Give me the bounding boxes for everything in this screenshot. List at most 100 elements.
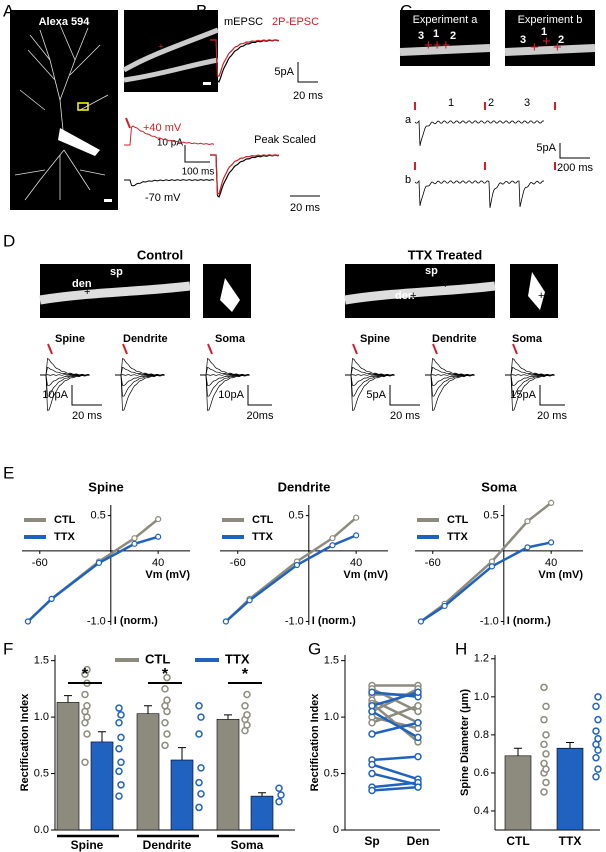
scale-label: 10 pA [157,138,183,149]
data-point [329,542,336,549]
trace [115,374,165,386]
scale-bars [71,385,565,406]
x-tick-label: -60 [230,557,246,569]
pair-line [371,755,419,762]
data-point [524,544,531,551]
iv-line [27,535,159,623]
error-bar [258,792,266,797]
data-point [329,535,336,542]
trace [425,357,475,376]
error-bar [178,747,186,760]
bar [504,755,532,831]
y-tick-label: 1.0 [34,711,49,723]
scale-label: 10pA [218,389,244,401]
trace-title: Spine [55,333,85,345]
error-bar [566,742,574,749]
data-point [115,718,123,727]
data-point [542,702,550,711]
error-bar [98,731,106,742]
trace-title: Dendrite [123,333,168,345]
uncage-spot: + [553,39,562,56]
data-point [243,690,251,699]
x-axis-label: Vm (mV) [343,569,388,581]
trace-title: Soma [215,333,246,345]
stim-arrows [414,162,556,170]
data-point [368,718,376,727]
data-point [195,778,203,787]
data-point [524,518,531,525]
stim-arrow [352,343,358,355]
image-label: den [395,290,415,302]
data-point [163,673,171,682]
y-tick-label: 1.5 [324,655,339,667]
data-point [115,792,123,800]
data-point [115,704,123,712]
trace [414,180,545,208]
data-point [195,730,203,738]
panel-letter: F [3,639,13,658]
trace [210,39,280,77]
data-point [117,781,125,789]
legend-label: TTX [252,531,273,543]
image-label: Alexa 594 [39,16,91,28]
data-point [592,753,600,762]
legend-label: 2P-EPSC [272,16,319,28]
data-point [161,741,169,750]
pair-line [371,763,419,781]
spine-image [400,10,490,66]
data-point [163,730,171,738]
trace-label: +40 mV [143,122,182,134]
legend-label: TTX [225,651,250,666]
data-point [540,759,548,768]
legend-label: mEPSC [224,16,263,28]
x-tick-label: TTX [559,834,582,848]
stim-arrow [207,343,213,355]
data-point [83,730,91,738]
uncage-spot: + [542,33,551,50]
y-tick-label: 0.5 [91,509,106,521]
data-point [368,730,376,738]
trace [505,374,555,386]
panel-letter: H [455,639,467,658]
uncage-spot: + [530,39,539,56]
significance: * [162,666,169,683]
subtitle: Peak Scaled [254,134,316,146]
row-label: a [405,114,412,126]
data-point [368,760,376,769]
data-point [275,798,283,806]
scale-bar [559,143,590,159]
trace [40,357,90,376]
data-point [594,765,602,773]
data-point [368,688,376,697]
x-tick-label: Soma [231,838,264,852]
chart-title: Dendrite [278,479,331,494]
data-point [540,788,548,796]
stim-arrow [125,117,131,129]
spine-image [505,10,595,66]
data-point [117,758,125,767]
data-point [414,688,422,697]
spot-label: 2 [558,34,564,46]
x-tick-label: 40 [350,557,362,569]
data-point [594,715,602,724]
legend-label: CTL [447,514,469,526]
pair-line [371,691,419,708]
spot-label: 2 [450,30,456,42]
bar [170,759,194,831]
legend-label: CTL [145,651,170,666]
x-tick-label: -60 [32,557,48,569]
uncage-spots: + + + + + + [84,276,544,304]
stim-arrow [512,343,518,355]
y-tick-label: 0.4 [474,805,489,817]
data-point [115,767,123,776]
data-point [592,772,600,781]
data-point [548,499,555,506]
scale-label: 20 ms [390,410,420,422]
error-bar [514,747,522,756]
y-axis-label: Rectification Index [309,693,321,792]
data-point [542,778,550,787]
data-point [414,718,422,727]
data-point [293,561,301,569]
scale-bar [297,62,318,83]
